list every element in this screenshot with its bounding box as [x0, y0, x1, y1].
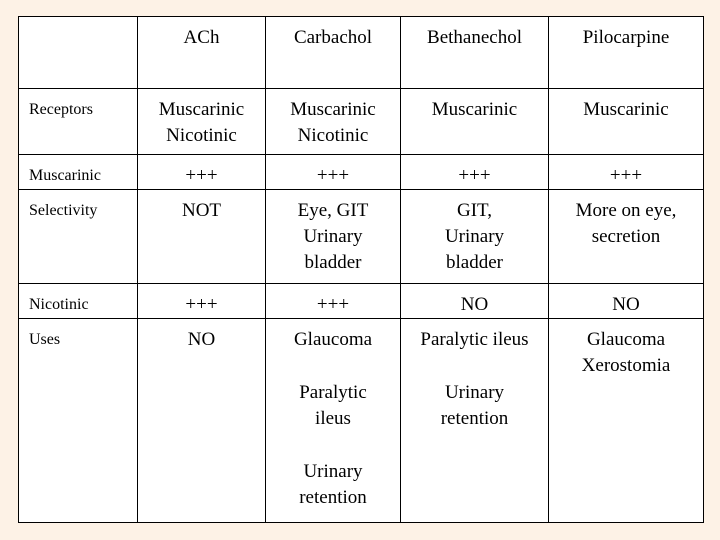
cell-paragraph: More on eye, secretion — [553, 198, 699, 250]
cell-line: ileus — [315, 408, 351, 429]
cell-line: bladder — [304, 252, 362, 273]
cell-line: Urinary — [444, 226, 505, 247]
cell-line: Paralytic — [299, 382, 367, 403]
row-label: Uses — [18, 318, 138, 523]
cell-line: GIT, — [457, 200, 492, 221]
cell-paragraph: GIT, Urinary bladder — [405, 198, 544, 276]
header-row: ACh Carbachol Bethanechol Pilocarpine — [18, 16, 704, 89]
cell: +++ — [265, 154, 401, 190]
cell-paragraph: Muscarinic Nicotinic — [142, 97, 261, 149]
row-label: Selectivity — [18, 189, 138, 284]
cell: +++ — [137, 283, 266, 319]
cell-line: Urinary — [303, 226, 363, 247]
cell-line: Glaucoma — [586, 329, 666, 350]
cell-paragraph: +++ — [553, 163, 699, 189]
cell-paragraph: Glaucoma Xerostomia — [553, 327, 699, 379]
cell-line: Nicotinic — [166, 125, 237, 146]
cell-line: +++ — [185, 165, 218, 186]
cell-line: +++ — [316, 294, 350, 315]
cell-line: NO — [187, 329, 216, 350]
cell-paragraph: Muscarinic — [405, 97, 544, 123]
cell-line: bladder — [446, 252, 503, 273]
column-header: Carbachol — [265, 16, 401, 89]
cell-line: NO — [460, 294, 489, 315]
cell-line: retention — [299, 487, 367, 508]
cell-paragraph: NOT — [142, 198, 261, 224]
drug-table: ACh Carbachol Bethanechol Pilocarpine Recept… — [18, 16, 704, 523]
cell-line: retention — [440, 408, 509, 429]
cell: NO — [548, 283, 704, 319]
cell-line: Paralytic ileus — [420, 329, 529, 350]
cell-paragraph: +++ — [270, 163, 396, 189]
cell: Muscarinic Nicotinic — [137, 88, 266, 155]
cell: GIT, Urinary bladder — [400, 189, 549, 284]
cell-line: Eye, GIT — [297, 200, 369, 221]
cell-paragraph: Urinary retention — [270, 459, 396, 511]
cell-line: Nicotinic — [297, 125, 369, 146]
cell-paragraph: +++ — [405, 163, 544, 189]
table-row: Uses NO Glaucoma Paralytic ileus Urinary reten… — [18, 318, 704, 523]
table-row: Receptors Muscarinic Nicotinic Muscarinic Ni… — [18, 88, 704, 155]
cell: Paralytic ileus Urinary retention — [400, 318, 549, 523]
cell-paragraph: NO — [405, 292, 544, 318]
cell-line: Muscarinic — [158, 99, 245, 120]
cell: More on eye, secretion — [548, 189, 704, 284]
cell: Eye, GIT Urinary bladder — [265, 189, 401, 284]
cell-paragraph: Paralytic ileus — [405, 327, 544, 353]
cell-paragraph: +++ — [142, 292, 261, 318]
cell-line: NO — [612, 294, 640, 315]
cell-line: +++ — [458, 165, 491, 186]
cell-line: Muscarinic — [583, 99, 669, 120]
cell-paragraph: +++ — [142, 163, 261, 189]
cell-line: +++ — [185, 294, 218, 315]
cell-paragraph: Eye, GIT Urinary bladder — [270, 198, 396, 276]
corner-cell — [18, 16, 138, 89]
table-row: Selectivity NOT Eye, GIT Urinary bladder GIT,… — [18, 189, 704, 284]
cell: Muscarinic — [400, 88, 549, 155]
cell: +++ — [137, 154, 266, 190]
cell-line: Glaucoma — [293, 329, 373, 350]
column-header: Bethanechol — [400, 16, 549, 89]
cell: NOT — [137, 189, 266, 284]
cell-paragraph: Glaucoma — [270, 327, 396, 353]
cell: +++ — [548, 154, 704, 190]
cell-paragraph: +++ — [270, 292, 396, 318]
table-row: Nicotinic +++ +++ NO NO — [18, 283, 704, 319]
cell-paragraph: Urinary retention — [405, 380, 544, 432]
cell: Muscarinic — [548, 88, 704, 155]
cell-line: Muscarinic — [431, 99, 518, 120]
cell: NO — [137, 318, 266, 523]
table-row: Muscarinic +++ +++ +++ +++ — [18, 154, 704, 190]
cell-paragraph: NO — [142, 327, 261, 353]
row-label: Nicotinic — [18, 283, 138, 319]
cell-paragraph: Muscarinic Nicotinic — [270, 97, 396, 149]
cell-paragraph: Muscarinic — [553, 97, 699, 123]
cell: Muscarinic Nicotinic — [265, 88, 401, 155]
row-label: Receptors — [18, 88, 138, 155]
cell-line: +++ — [316, 165, 350, 186]
row-label: Muscarinic — [18, 154, 138, 190]
cell: +++ — [265, 283, 401, 319]
cell: Glaucoma Paralytic ileus Urinary retention — [265, 318, 401, 523]
column-header: ACh — [137, 16, 266, 89]
cell-line: Muscarinic — [290, 99, 376, 120]
cell-line: More on eye, — [575, 200, 677, 221]
cell-paragraph: NO — [553, 292, 699, 318]
cell: +++ — [400, 154, 549, 190]
cell-line: Urinary — [444, 382, 505, 403]
column-header: Pilocarpine — [548, 16, 704, 89]
cell-line: Urinary — [303, 461, 363, 482]
cell-line: NOT — [181, 200, 222, 221]
cell: NO — [400, 283, 549, 319]
cell-line: secretion — [591, 226, 661, 247]
cell-paragraph: Paralytic ileus — [270, 380, 396, 432]
cell: Glaucoma Xerostomia — [548, 318, 704, 523]
cell-line: Xerostomia — [581, 355, 671, 376]
cell-line: +++ — [609, 165, 643, 186]
